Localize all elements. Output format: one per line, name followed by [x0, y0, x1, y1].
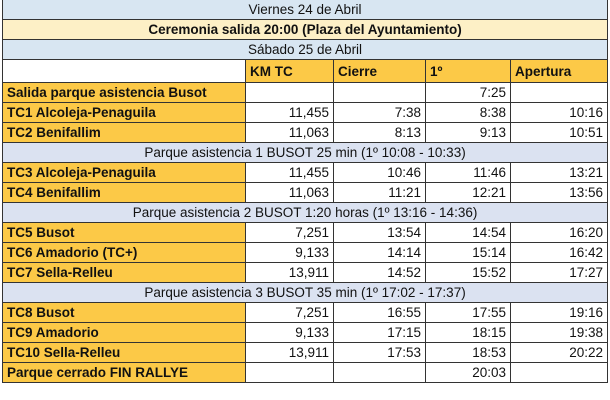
apertura-cell: 20:22 — [509, 342, 609, 363]
stage-row: TC6 Amadorio (TC+) 9,133 14:14 15:14 16:42 — [2, 242, 609, 263]
stage-row: Parque cerrado FIN RALLYE 20:03 — [2, 362, 609, 383]
stage-name: Parque cerrado FIN RALLYE — [2, 362, 246, 383]
apertura-cell: 17:27 — [509, 262, 609, 283]
apertura-cell: 16:20 — [509, 222, 609, 243]
first-cell: 18:53 — [425, 342, 511, 363]
apertura-cell: 16:42 — [509, 242, 609, 263]
km-cell — [245, 82, 334, 103]
km-cell — [245, 362, 334, 383]
km-cell: 11,455 — [245, 102, 334, 123]
first-cell: 14:54 — [425, 222, 511, 243]
day-row: Sábado 25 de Abril — [1, 39, 609, 60]
ceremony-text: Ceremonia salida 20:00 (Plaza del Ayunta… — [1, 19, 609, 40]
cierre-cell: 14:14 — [333, 242, 426, 263]
km-cell: 11,063 — [245, 122, 334, 143]
first-cell: 9:13 — [425, 122, 511, 143]
ceremony-row: Ceremonia salida 20:00 (Plaza del Ayunta… — [1, 19, 609, 40]
cierre-cell: 13:54 — [333, 222, 426, 243]
service-park-row: Parque asistencia 2 BUSOT 1:20 horas (1º… — [1, 202, 609, 223]
km-cell: 7,251 — [245, 302, 334, 323]
apertura-cell: 19:16 — [509, 302, 609, 323]
stage-name: TC3 Alcoleja-Penaguila — [2, 162, 246, 183]
stage-row: TC8 Busot 7,251 16:55 17:55 19:16 — [2, 302, 609, 323]
cierre-cell: 16:55 — [333, 302, 426, 323]
service-park-text: Parque asistencia 1 BUSOT 25 min (1º 10:… — [1, 142, 609, 163]
km-cell: 9,133 — [245, 242, 334, 263]
header-first: 1º — [425, 59, 511, 83]
first-cell: 15:52 — [425, 262, 511, 283]
stage-name: TC1 Alcoleja-Penaguila — [2, 102, 246, 123]
service-park-text: Parque asistencia 2 BUSOT 1:20 horas (1º… — [1, 202, 609, 223]
service-park-text: Parque asistencia 3 BUSOT 35 min (1º 17:… — [1, 282, 609, 303]
stage-row: TC1 Alcoleja-Penaguila 11,455 7:38 8:38 10:1… — [2, 102, 609, 123]
header-km: KM TC — [245, 59, 334, 83]
stage-row: TC2 Benifallim 11,063 8:13 9:13 10:51 — [2, 122, 609, 143]
cierre-cell: 7:38 — [333, 102, 426, 123]
first-cell: 12:21 — [425, 182, 511, 203]
stage-row: TC10 Sella-Relleu 13,911 17:53 18:53 20:22 — [2, 342, 609, 363]
stage-name: TC7 Sella-Relleu — [2, 262, 246, 283]
apertura-cell — [509, 362, 609, 383]
stage-row: TC4 Benifallim 11,063 11:21 12:21 13:56 — [2, 182, 609, 203]
first-cell: 20:03 — [425, 362, 511, 383]
stage-name: TC9 Amadorio — [2, 322, 246, 343]
apertura-cell: 19:38 — [509, 322, 609, 343]
first-cell: 17:55 — [425, 302, 511, 323]
stage-row: TC3 Alcoleja-Penaguila 11,455 10:46 11:46 13… — [2, 162, 609, 183]
apertura-cell: 13:21 — [509, 162, 609, 183]
stage-name: TC10 Sella-Relleu — [2, 342, 246, 363]
cierre-cell: 17:15 — [333, 322, 426, 343]
first-cell: 11:46 — [425, 162, 511, 183]
cierre-cell — [333, 82, 426, 103]
km-cell: 13,911 — [245, 342, 334, 363]
stage-row: TC5 Busot 7,251 13:54 14:54 16:20 — [2, 222, 609, 243]
service-park-row: Parque asistencia 1 BUSOT 25 min (1º 10:… — [1, 142, 609, 163]
apertura-cell: 10:16 — [509, 102, 609, 123]
header-blank — [2, 59, 246, 83]
stage-name: TC6 Amadorio (TC+) — [2, 242, 246, 263]
stage-row: TC7 Sella-Relleu 13,911 14:52 15:52 17:27 — [2, 262, 609, 283]
km-cell: 11,455 — [245, 162, 334, 183]
stage-name: TC4 Benifallim — [2, 182, 246, 203]
stage-name: Salida parque asistencia Busot — [2, 82, 246, 103]
apertura-cell — [509, 82, 609, 103]
km-cell: 7,251 — [245, 222, 334, 243]
cierre-cell: 8:13 — [333, 122, 426, 143]
service-park-row: Parque asistencia 3 BUSOT 35 min (1º 17:… — [1, 282, 609, 303]
first-cell: 8:38 — [425, 102, 511, 123]
apertura-cell: 13:56 — [509, 182, 609, 203]
km-cell: 11,063 — [245, 182, 334, 203]
first-cell: 18:15 — [425, 322, 511, 343]
rally-schedule-table: Viernes 24 de Abril Ceremonia salida 20:… — [1, 0, 609, 383]
stage-name: TC8 Busot — [2, 302, 246, 323]
header-cierre: Cierre — [333, 59, 426, 83]
first-cell: 15:14 — [425, 242, 511, 263]
header-row: KM TC Cierre 1º Apertura — [2, 59, 609, 83]
header-apertura: Apertura — [509, 59, 609, 83]
cierre-cell: 17:53 — [333, 342, 426, 363]
day-title: Viernes 24 de Abril — [1, 0, 609, 20]
stage-row: Salida parque asistencia Busot 7:25 — [2, 82, 609, 103]
first-cell: 7:25 — [425, 82, 511, 103]
day-title: Sábado 25 de Abril — [1, 39, 609, 60]
stage-name: TC2 Benifallim — [2, 122, 246, 143]
km-cell: 9,133 — [245, 322, 334, 343]
cierre-cell: 10:46 — [333, 162, 426, 183]
stage-name: TC5 Busot — [2, 222, 246, 243]
stage-row: TC9 Amadorio 9,133 17:15 18:15 19:38 — [2, 322, 609, 343]
day-row: Viernes 24 de Abril — [1, 0, 609, 20]
apertura-cell: 10:51 — [509, 122, 609, 143]
cierre-cell: 14:52 — [333, 262, 426, 283]
km-cell: 13,911 — [245, 262, 334, 283]
cierre-cell: 11:21 — [333, 182, 426, 203]
cierre-cell — [333, 362, 426, 383]
